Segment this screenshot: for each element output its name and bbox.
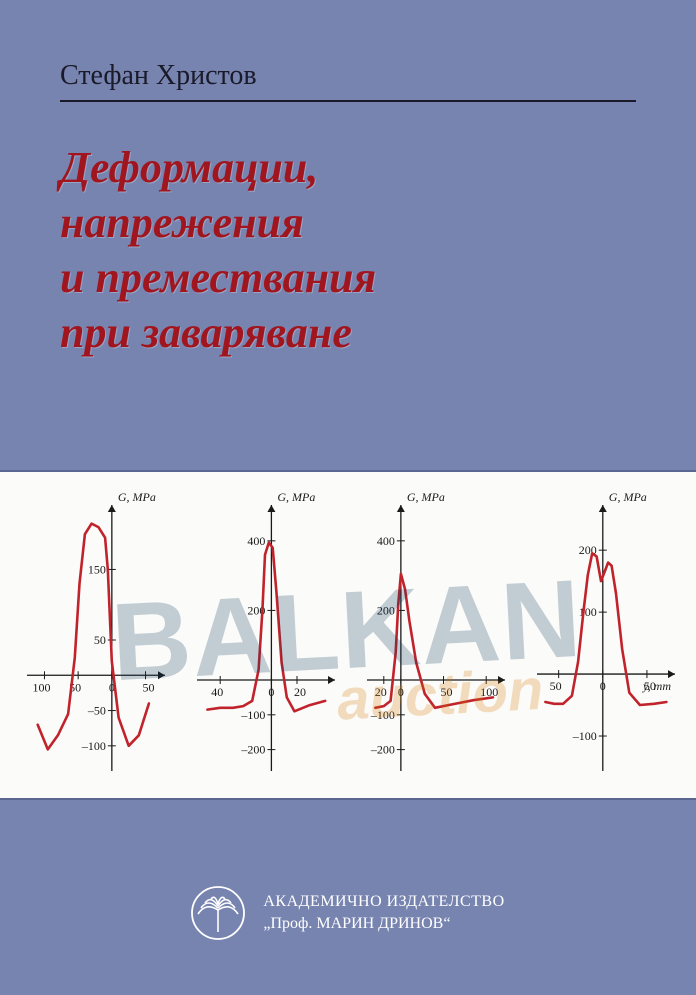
svg-text:G, MPa: G, MPa bbox=[609, 490, 647, 504]
book-title: Деформации, напрежения и премествания пр… bbox=[60, 140, 636, 360]
stress-chart: G, MPa50050–100100200y, mm bbox=[523, 485, 683, 785]
svg-text:150: 150 bbox=[88, 562, 106, 576]
svg-text:G, MPa: G, MPa bbox=[407, 490, 445, 504]
svg-text:–100: –100 bbox=[370, 708, 395, 722]
svg-text:G, MPa: G, MPa bbox=[277, 490, 315, 504]
svg-text:50: 50 bbox=[550, 679, 562, 693]
svg-text:–100: –100 bbox=[81, 739, 106, 753]
svg-text:0: 0 bbox=[268, 685, 274, 699]
svg-text:–200: –200 bbox=[370, 743, 395, 757]
book-cover: Стефан Христов Деформации, напрежения и … bbox=[0, 0, 696, 995]
svg-text:0: 0 bbox=[398, 685, 404, 699]
publisher-text: АКАДЕМИЧНО ИЗДАТЕЛСТВО „Проф. МАРИН ДРИН… bbox=[263, 891, 504, 934]
title-line: напрежения bbox=[60, 195, 636, 250]
publisher-line1: АКАДЕМИЧНО ИЗДАТЕЛСТВО bbox=[263, 891, 504, 913]
svg-text:400: 400 bbox=[247, 534, 265, 548]
svg-text:50: 50 bbox=[143, 680, 155, 694]
svg-text:400: 400 bbox=[377, 534, 395, 548]
title-line: и премествания bbox=[60, 250, 636, 305]
svg-text:G, MPa: G, MPa bbox=[118, 490, 156, 504]
title-line: при заваряване bbox=[60, 305, 636, 360]
stress-chart: G, MPa20050100–200–100200400 bbox=[353, 485, 513, 785]
publisher-line2: „Проф. МАРИН ДРИНОВ“ bbox=[263, 913, 504, 935]
svg-text:50: 50 bbox=[94, 633, 106, 647]
svg-text:100: 100 bbox=[32, 680, 50, 694]
stress-chart: G, MPa40020–200–100200400 bbox=[183, 485, 343, 785]
svg-text:–50: –50 bbox=[87, 704, 106, 718]
svg-text:y, mm: y, mm bbox=[642, 679, 671, 693]
author-underline bbox=[60, 100, 636, 102]
svg-text:–200: –200 bbox=[240, 743, 265, 757]
svg-text:–100: –100 bbox=[572, 729, 597, 743]
publisher-footer: АКАДЕМИЧНО ИЗДАТЕЛСТВО „Проф. МАРИН ДРИН… bbox=[0, 886, 696, 940]
svg-text:0: 0 bbox=[600, 679, 606, 693]
svg-text:100: 100 bbox=[579, 605, 597, 619]
svg-text:20: 20 bbox=[294, 685, 306, 699]
stress-chart: G, MPa10050050–100–5050150 bbox=[13, 485, 173, 785]
svg-text:50: 50 bbox=[441, 685, 453, 699]
svg-text:40: 40 bbox=[211, 685, 223, 699]
author-name: Стефан Христов bbox=[60, 60, 257, 92]
svg-text:200: 200 bbox=[377, 603, 395, 617]
svg-text:20: 20 bbox=[375, 685, 387, 699]
chart-band: G, MPa10050050–100–5050150G, MPa40020–20… bbox=[0, 470, 696, 800]
svg-text:–100: –100 bbox=[240, 708, 265, 722]
publisher-logo-icon bbox=[191, 886, 245, 940]
title-line: Деформации, bbox=[60, 140, 636, 195]
